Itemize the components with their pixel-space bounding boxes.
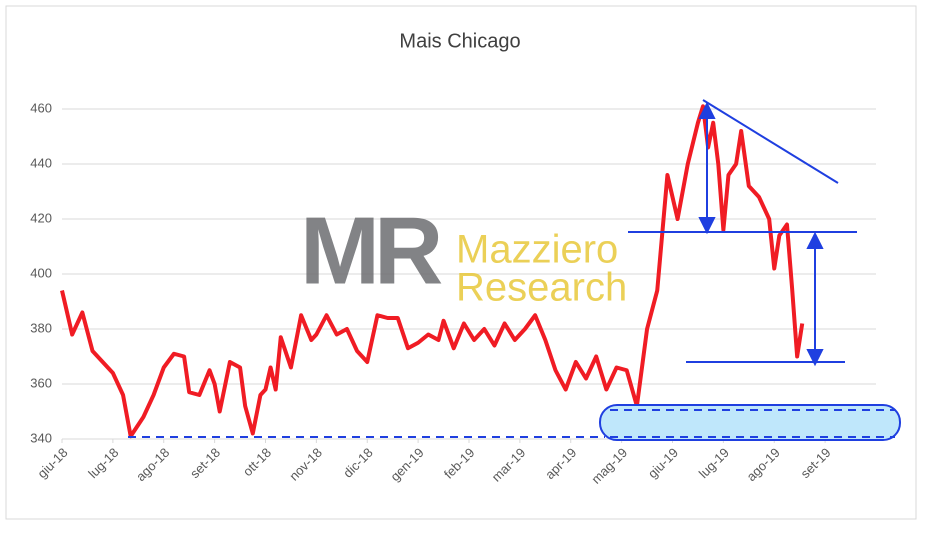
chart-title: Mais Chicago: [399, 30, 520, 52]
y-tick-label: 420: [30, 210, 52, 225]
y-tick-label: 440: [30, 155, 52, 170]
series: [60, 104, 805, 439]
y-tick-label: 340: [30, 430, 52, 445]
watermark-logo: MR: [300, 197, 442, 304]
arrow-head: [806, 231, 824, 367]
watermark-text: Mazziero: [456, 228, 618, 272]
y-tick-label: 360: [30, 375, 52, 390]
trend-line: [702, 99, 839, 184]
y-tick-label: 380: [30, 320, 52, 335]
highlight-zone: [599, 404, 901, 441]
arrow-head: [698, 101, 716, 235]
y-tick-label: 400: [30, 265, 52, 280]
watermark-text: Research: [456, 266, 627, 310]
y-tick-label: 460: [30, 100, 52, 115]
data-line: [60, 104, 805, 439]
annotations: [128, 99, 901, 441]
watermark: MR Mazziero Research: [300, 197, 627, 309]
